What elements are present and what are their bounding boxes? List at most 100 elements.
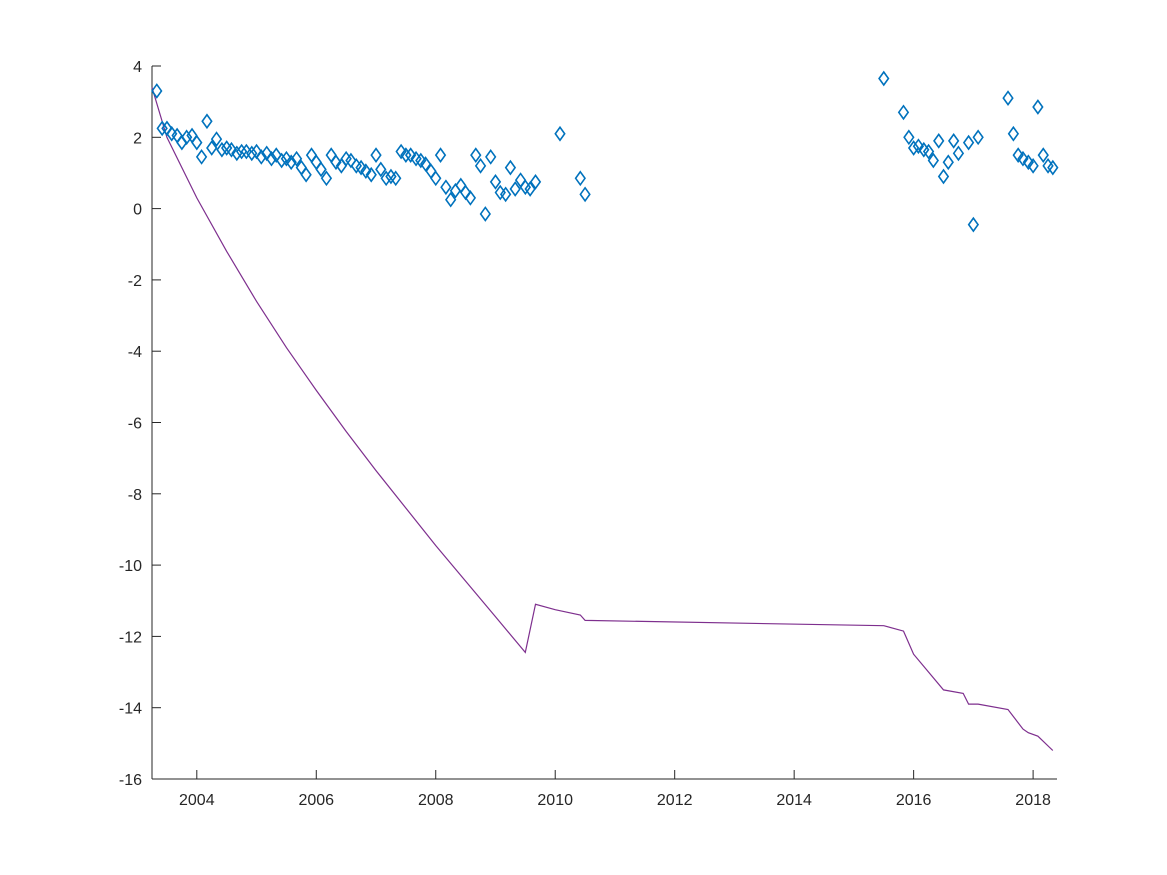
series-line <box>151 87 1054 751</box>
scatter-point <box>1007 125 1020 142</box>
y-tick-label: -16 <box>119 772 142 789</box>
scatter-point <box>225 141 238 158</box>
scatter-point <box>479 206 491 222</box>
scatter-point <box>320 170 333 187</box>
scatter-point <box>489 173 502 190</box>
scatter-point <box>330 154 342 171</box>
scatter-point <box>504 159 517 176</box>
scatter-point <box>903 129 915 146</box>
scatter-point <box>370 147 382 163</box>
scatter-point <box>195 149 208 165</box>
scatter-point <box>275 152 288 169</box>
scatter-point <box>967 216 980 233</box>
scatter-point <box>485 149 497 165</box>
scatter-point <box>216 141 228 158</box>
scatter-point <box>1017 150 1029 167</box>
scatter-point <box>315 161 327 178</box>
y-tick-label: 4 <box>133 59 142 76</box>
scatter-point <box>499 186 512 203</box>
scatter-point <box>937 168 950 185</box>
scatter-point <box>380 170 392 187</box>
scatter-point <box>290 150 303 167</box>
scatter-point <box>1047 159 1059 176</box>
scatter-point <box>933 132 945 149</box>
scatter-point <box>400 147 412 163</box>
scatter-point <box>231 145 243 162</box>
scatter-point <box>280 150 293 167</box>
x-tick-label: 2014 <box>776 792 812 809</box>
x-tick-label: 2006 <box>298 792 334 809</box>
scatter-point <box>554 125 566 142</box>
scatter-point <box>474 157 487 174</box>
scatter-point <box>947 132 960 149</box>
x-ticks: 2004 2006 2008 2010 2012 2014 2016 2018 <box>179 770 1051 809</box>
scatter-point <box>464 190 477 206</box>
scatter-point <box>156 120 168 137</box>
scatter-point <box>952 145 965 162</box>
scatter-point <box>360 163 372 180</box>
scatter-point <box>375 161 387 178</box>
scatter-point <box>509 181 521 197</box>
scatter-point <box>1027 157 1039 174</box>
scatter-point <box>1022 154 1034 171</box>
scatter-point <box>962 134 975 151</box>
x-tick-label: 2016 <box>896 792 932 809</box>
scatter-point <box>912 138 925 155</box>
x-tick-label: 2012 <box>657 792 693 809</box>
scatter-point <box>265 150 278 167</box>
scatter-point <box>365 166 377 183</box>
scatter-point <box>415 152 427 169</box>
scatter-point <box>579 186 591 203</box>
y-tick-label: -4 <box>128 344 142 361</box>
scatter-point <box>445 191 457 208</box>
scatter-point <box>942 154 954 171</box>
scatter-point <box>922 143 935 160</box>
scatter-point <box>927 152 940 169</box>
scatter-point <box>151 83 163 99</box>
x-tick-label: 2004 <box>179 792 215 809</box>
y-tick-label: 2 <box>133 130 142 147</box>
y-tick-label: -2 <box>128 273 142 290</box>
y-tick-label: -14 <box>119 701 142 718</box>
scatter-point <box>1032 99 1044 115</box>
scatter-point <box>180 129 193 146</box>
y-tick-label: -6 <box>128 416 142 433</box>
axes: 2004 2006 2008 2010 2012 2014 2016 2018 4 2 0 -2 -4… <box>119 59 1057 809</box>
scatter-point <box>270 147 282 163</box>
y-tick-label: -8 <box>128 487 142 504</box>
scatter-point <box>878 70 890 87</box>
scatter-point <box>897 104 910 121</box>
scatter-point <box>907 140 920 156</box>
scatter-point <box>430 170 442 187</box>
y-tick-label: -12 <box>119 629 142 646</box>
scatter-point <box>390 170 402 187</box>
scatter-point <box>470 147 482 163</box>
scatter-point <box>201 113 213 130</box>
scatter-point <box>529 173 542 190</box>
series-scatter-group <box>151 70 1059 233</box>
scatter-point <box>1037 147 1049 163</box>
scatter-point <box>1012 147 1024 163</box>
y-tick-label: 0 <box>133 202 142 219</box>
scatter-point <box>972 129 984 146</box>
scatter-point <box>524 181 536 197</box>
scatter-point <box>419 156 432 172</box>
x-tick-label: 2018 <box>1015 792 1051 809</box>
scatter-point <box>255 149 267 165</box>
scatter-point <box>355 159 367 176</box>
scatter-point <box>345 152 357 169</box>
scatter-point <box>246 145 258 162</box>
y-tick-label: -10 <box>119 558 142 575</box>
series-line-group <box>151 87 1054 751</box>
x-tick-label: 2008 <box>418 792 454 809</box>
scatter-point <box>206 140 218 156</box>
scatter-point <box>404 147 417 163</box>
scatter-point <box>440 179 452 196</box>
scatter-point <box>1002 90 1014 106</box>
x-tick-label: 2010 <box>537 792 573 809</box>
scatter-point <box>300 166 312 183</box>
scatter-point <box>395 143 407 160</box>
scatter-point <box>191 134 203 151</box>
scatter-point <box>574 170 586 187</box>
